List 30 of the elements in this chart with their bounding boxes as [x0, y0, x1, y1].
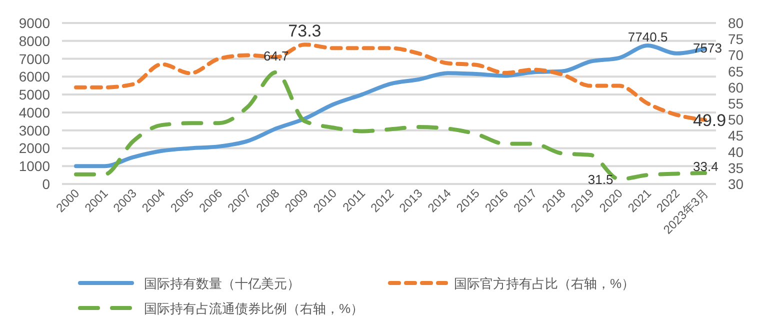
y2-tick-label: 70 [728, 47, 744, 64]
y-tick-label: 1000 [18, 158, 50, 174]
data-label: 31.5 [588, 172, 614, 188]
y2-tick-label: 50 [728, 112, 744, 128]
y2-tick-label: 55 [728, 96, 744, 112]
y2-tick-label: 45 [728, 128, 744, 144]
y-tick-label: 9000 [18, 15, 50, 31]
y-tick-label: 7000 [18, 50, 50, 67]
y2-tick-label: 65 [728, 63, 744, 80]
data-label: 7740.5 [628, 30, 668, 45]
y-tick-label: 4000 [18, 104, 50, 120]
legend-label: 国际持有占流通债券比例（右轴，%） [144, 301, 364, 316]
y2-tick-label: 35 [728, 160, 744, 176]
data-label: 49.9 [693, 110, 726, 130]
y2-tick-label: 30 [728, 176, 744, 192]
legend-label: 国际官方持有占比（右轴，%） [454, 276, 635, 291]
y2-tick-label: 75 [728, 31, 744, 48]
y-tick-label: 8000 [18, 32, 50, 49]
data-label: 33.4 [693, 159, 718, 174]
y-tick-label: 3000 [18, 122, 50, 138]
data-label: 7573 [693, 40, 722, 56]
y-tick-label: 6000 [18, 68, 50, 85]
y2-tick-label: 40 [728, 144, 744, 160]
y-tick-label: 5000 [18, 86, 50, 103]
y2-tick-label: 60 [728, 79, 744, 96]
y-tick-label: 0 [42, 176, 50, 192]
legend-label: 国际持有数量（十亿美元） [144, 276, 300, 291]
y2-tick-label: 80 [728, 15, 744, 31]
data-label: 73.3 [288, 22, 322, 41]
y-tick-label: 2000 [18, 140, 50, 156]
